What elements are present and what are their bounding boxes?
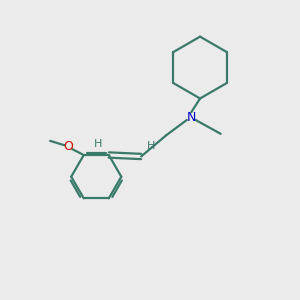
Text: H: H [147,141,156,151]
Text: H: H [94,139,103,149]
Text: O: O [64,140,74,153]
Text: N: N [187,111,196,124]
